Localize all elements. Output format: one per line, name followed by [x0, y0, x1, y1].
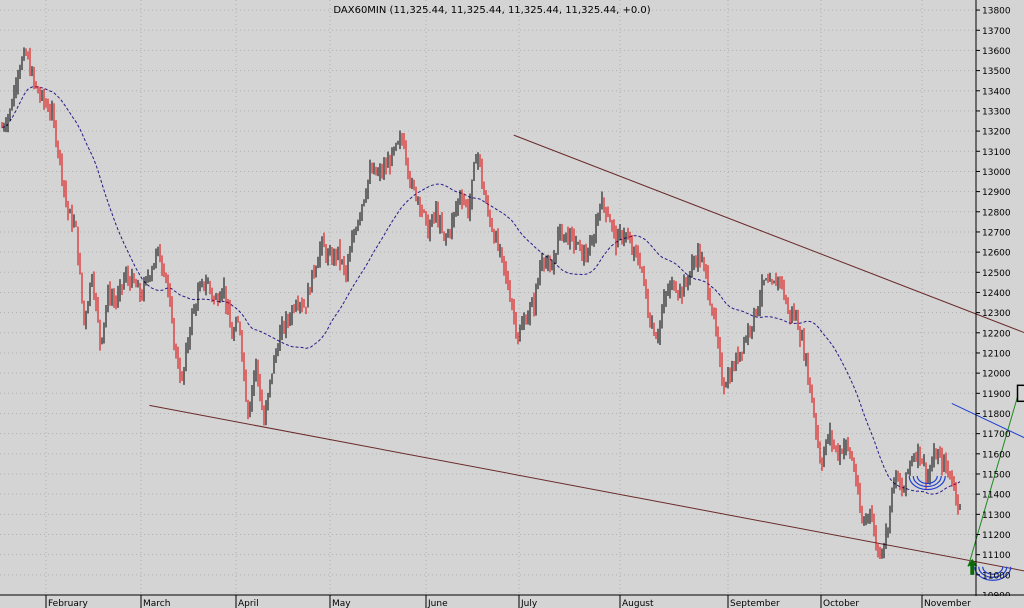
y-tick-label: 13300 [982, 107, 1011, 117]
support-arc [978, 566, 1008, 578]
x-tick-label: April [238, 599, 259, 608]
grid [0, 0, 976, 596]
y-tick-label: 13800 [982, 7, 1011, 17]
y-tick-label: 11000 [982, 571, 1011, 581]
y-tick-label: 11600 [982, 450, 1011, 460]
x-tick-label: June [427, 599, 448, 608]
y-tick-label: 12700 [982, 228, 1011, 238]
support-arc [916, 475, 938, 485]
y-tick-label: 13500 [982, 67, 1011, 77]
channel-upper-line [513, 134, 1024, 334]
y-tick-label: 13700 [982, 27, 1011, 37]
y-tick-label: 12100 [982, 349, 1011, 359]
y-tick-label: 13100 [982, 148, 1011, 158]
y-tick-label: 12000 [982, 370, 1011, 380]
support-arc [912, 475, 942, 488]
y-tick-label: 11900 [982, 390, 1011, 400]
support-arc [982, 566, 1004, 575]
resistance-line [951, 402, 1024, 439]
y-tick-label: 11300 [982, 511, 1011, 521]
moving-average-line [1, 86, 961, 495]
x-tick-label: November [924, 599, 971, 608]
x-tick-label: August [622, 599, 654, 608]
y-tick-label: 13600 [982, 47, 1011, 57]
y-tick-label: 12200 [982, 329, 1011, 339]
y-tick-label: 11400 [982, 491, 1011, 501]
y-tick-label: 13400 [982, 87, 1011, 97]
x-tick-label: March [143, 599, 170, 608]
x-tick-label: February [48, 599, 89, 608]
x-tick-label: May [332, 599, 351, 608]
y-tick-label: 11800 [982, 410, 1011, 420]
channel-lines [149, 134, 1024, 572]
y-tick-label: 12300 [982, 309, 1011, 319]
y-tick-label: 11100 [982, 551, 1011, 561]
y-tick-label: 11500 [982, 470, 1011, 480]
y-tick-label: 12600 [982, 249, 1011, 259]
channel-lower-line [149, 404, 1024, 572]
square-marker-icon [1016, 384, 1024, 403]
moving-average [1, 86, 961, 495]
y-tick-label: 12500 [982, 269, 1011, 279]
y-tick-label: 13000 [982, 168, 1011, 178]
y-tick-label: 13200 [982, 128, 1011, 138]
y-tick-label: 11700 [982, 430, 1011, 440]
up-arrow-icon [967, 558, 978, 575]
y-tick-label: 12900 [982, 188, 1011, 198]
y-tick-label: 12800 [982, 208, 1011, 218]
chart-title: DAX60MIN (11,325.44, 11,325.44, 11,325.4… [333, 5, 650, 16]
y-tick-label: 12400 [982, 289, 1011, 299]
x-tick-label: July [520, 599, 538, 608]
support-arc [908, 475, 946, 491]
x-axis-strip [0, 596, 1024, 608]
y-tick-label: 11200 [982, 531, 1011, 541]
x-tick-label: October [823, 599, 859, 608]
candles [1, 47, 961, 559]
x-tick-label: September [730, 599, 780, 608]
